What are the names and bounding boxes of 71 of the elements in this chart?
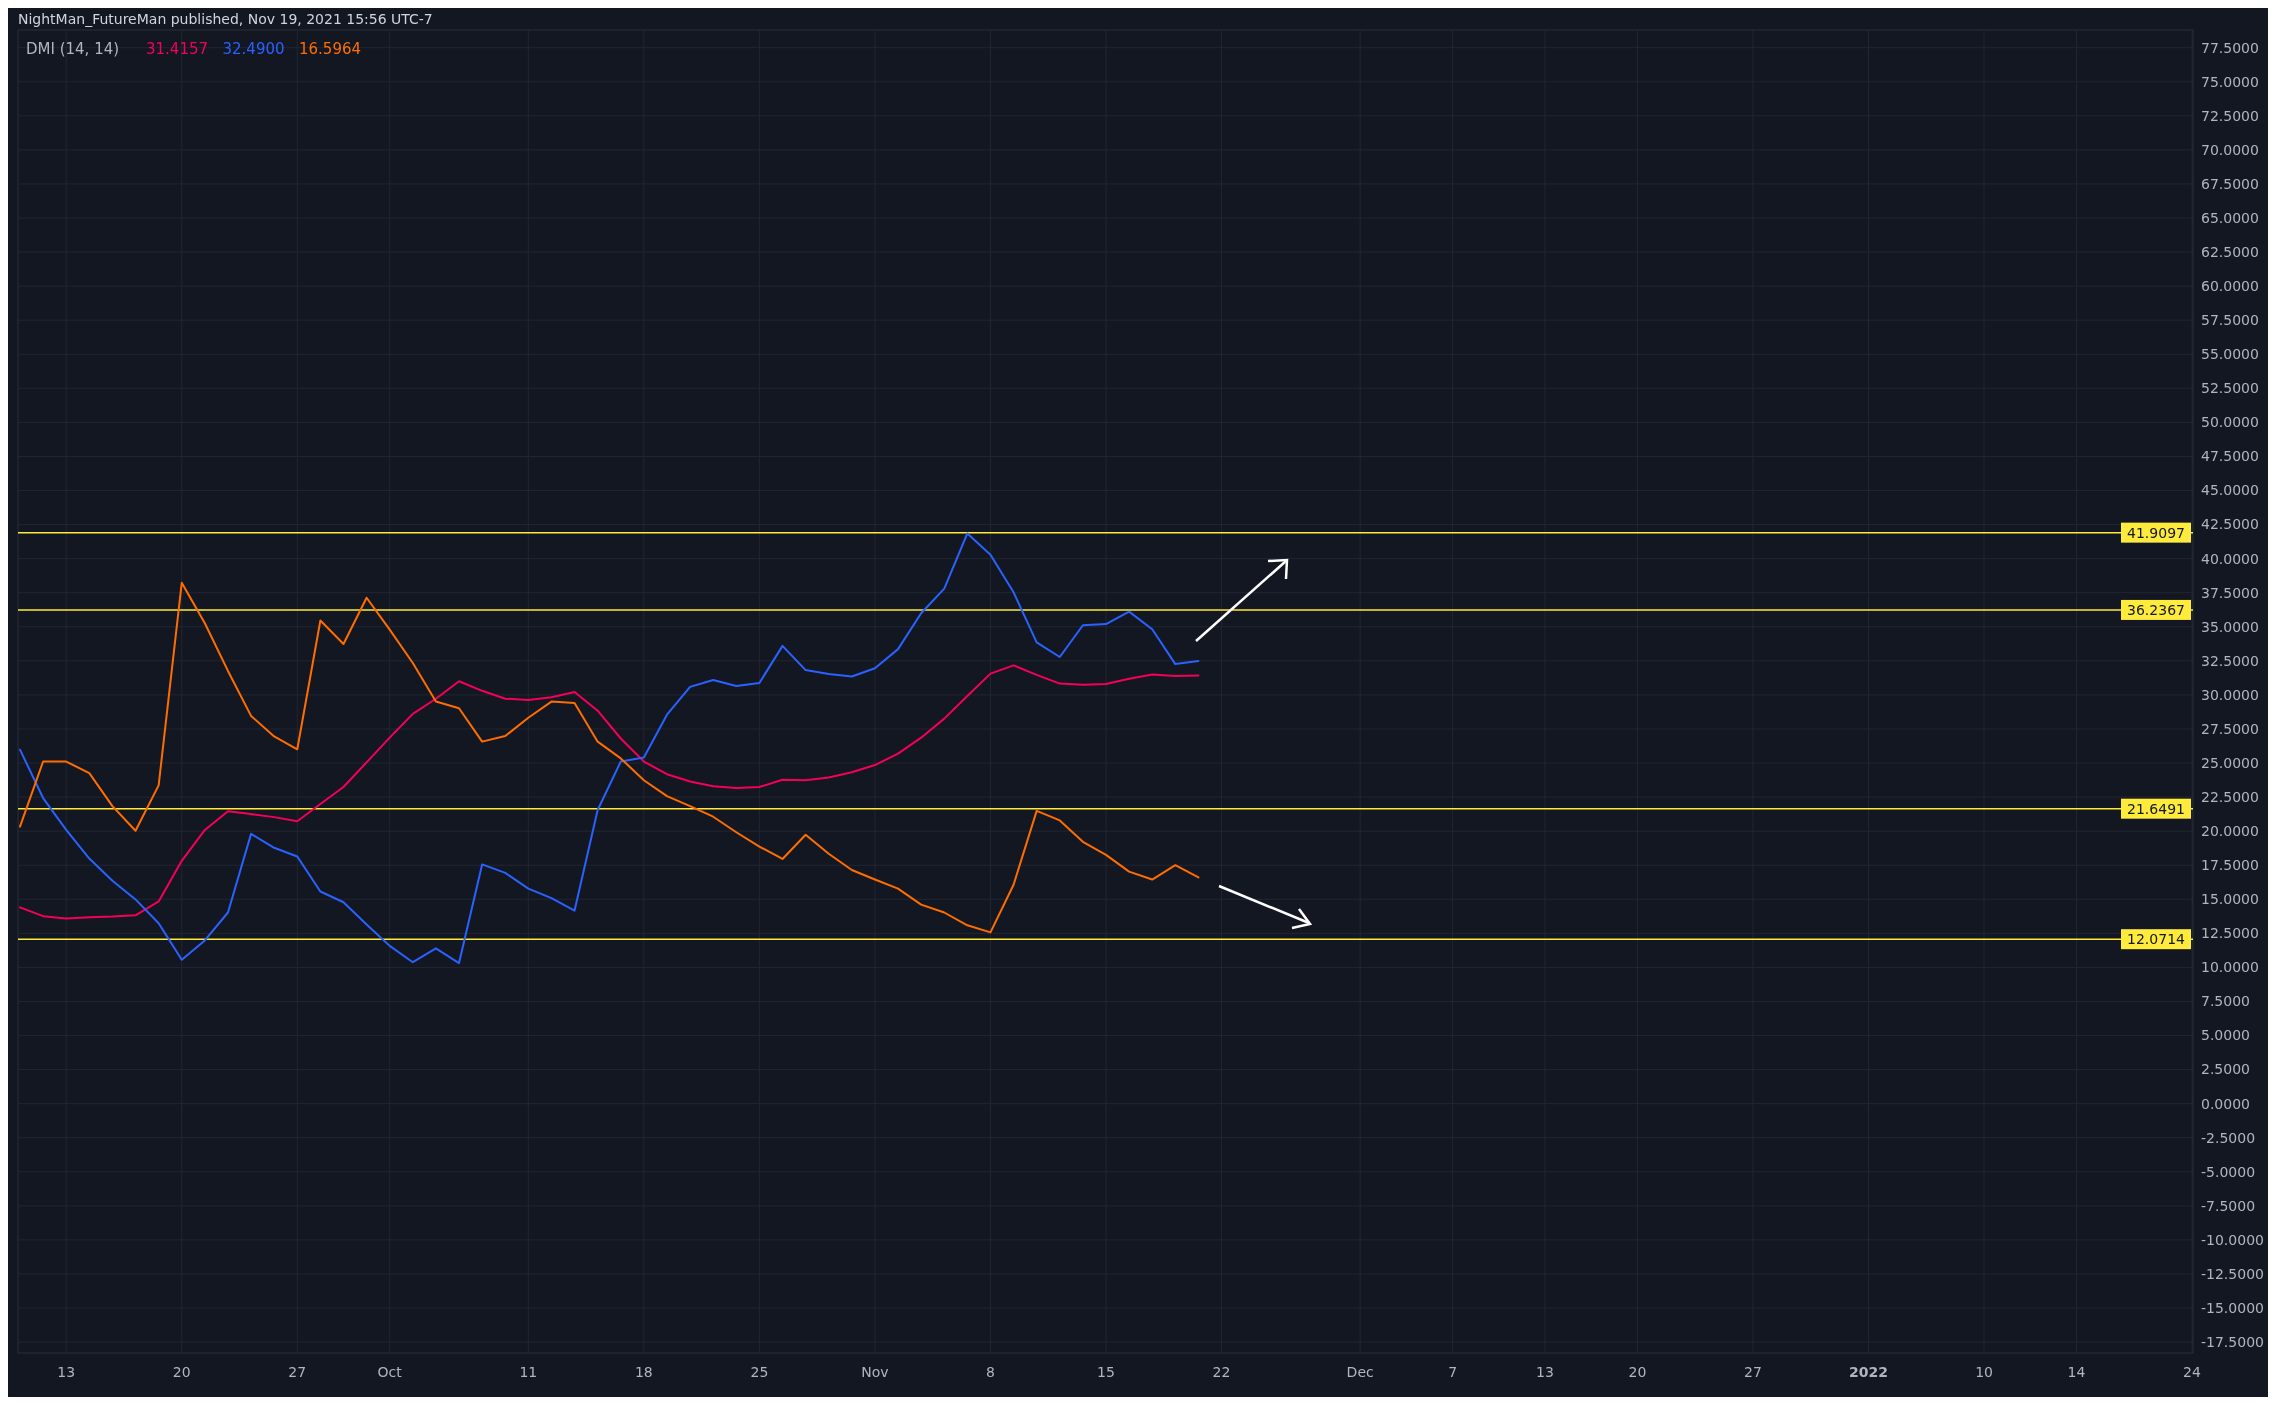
x-tick-label: 14 [2067,1364,2086,1380]
x-tick-label: 13 [57,1364,76,1380]
y-tick-label: 47.5000 [2201,448,2259,465]
y-tick-label: -5.0000 [2201,1163,2256,1180]
y-tick-label: 5.0000 [2201,1027,2250,1044]
x-tick-label: 20 [172,1364,191,1380]
y-tick-label: 35.0000 [2201,618,2259,635]
y-tick-label: 70.0000 [2201,141,2259,158]
x-tick-label: 27 [288,1364,307,1380]
x-tick-label: 10 [1975,1364,1993,1380]
x-tick-label: 8 [986,1364,995,1380]
y-tick-label: 12.5000 [2201,925,2259,942]
y-tick-label: 55.0000 [2201,346,2259,363]
y-tick-label: 22.5000 [2201,788,2259,805]
y-tick-label: 30.0000 [2201,686,2259,703]
y-tick-label: -10.0000 [2201,1231,2264,1248]
y-tick-label: 32.5000 [2201,652,2259,669]
ref-line-label: 36.2367 [2127,601,2185,618]
y-tick-label: 27.5000 [2201,720,2259,737]
x-tick-label: 18 [634,1364,653,1380]
x-tick-label: 22 [1212,1364,1231,1380]
line-series [19,664,1200,920]
x-tick-label: Oct [377,1364,403,1380]
x-tick-label: 25 [750,1364,769,1380]
y-tick-label: 42.5000 [2201,516,2259,533]
ref-line-label: 41.9097 [2127,524,2185,541]
text: 16.5964 [299,40,362,58]
y-tick-label: -2.5000 [2201,1129,2256,1146]
x-tick-label: 11 [519,1364,538,1380]
x-tick-label: 20 [1628,1364,1647,1380]
y-tick-label: 72.5000 [2201,107,2259,124]
y-tick-label: 17.5000 [2201,857,2259,874]
line-series [19,532,1200,965]
text: 32.4900 [222,40,285,58]
y-tick-label: 65.0000 [2201,209,2259,226]
chart-title: NightMan_FutureMan published, Nov 19, 2021 15:56 UTC-7 [18,11,433,27]
y-tick-label: 7.5000 [2201,993,2250,1010]
y-tick-label: 10.0000 [2201,959,2259,976]
y-tick-label: 45.0000 [2201,482,2259,499]
y-tick-label: 67.5000 [2201,175,2259,192]
legend-title: DMI (14, 14) [26,40,120,58]
x-tick-label: 15 [1097,1364,1115,1380]
y-tick-label: 15.0000 [2201,891,2259,908]
y-tick-label: 77.5000 [2201,39,2259,56]
y-tick-label: 2.5000 [2201,1061,2250,1078]
x-tick-label: 24 [2183,1364,2201,1380]
text: 31.4157 [146,40,209,58]
y-tick-label: 60.0000 [2201,278,2259,295]
y-tick-label: -17.5000 [2201,1334,2264,1350]
x-tick-label: 7 [1448,1364,1458,1380]
x-tick-label: 2022 [1849,1364,1888,1380]
ref-line-label: 12.0714 [2127,931,2186,948]
ref-line-label: 21.6491 [2127,800,2185,817]
y-tick-label: 25.0000 [2201,754,2259,771]
y-tick-label: 20.0000 [2201,823,2259,840]
y-tick-label: 37.5000 [2201,584,2259,601]
x-tick-label: Dec [1346,1364,1374,1380]
y-tick-label: -15.0000 [2201,1299,2264,1316]
x-tick-label: 13 [1536,1364,1554,1380]
y-tick-label: 0.0000 [2201,1095,2250,1112]
y-tick-label: 57.5000 [2201,312,2259,329]
y-tick-label: 52.5000 [2201,380,2259,397]
y-tick-label: 62.5000 [2201,243,2259,260]
line-series [19,581,1200,934]
y-tick-label: 50.0000 [2201,414,2259,431]
y-tick-label: -12.5000 [2201,1265,2264,1282]
y-tick-label: -7.5000 [2201,1197,2256,1214]
y-tick-label: 75.0000 [2201,73,2259,90]
y-tick-label: 40.0000 [2201,550,2259,567]
x-tick-label: Nov [861,1364,889,1380]
x-tick-label: 27 [1744,1364,1762,1380]
